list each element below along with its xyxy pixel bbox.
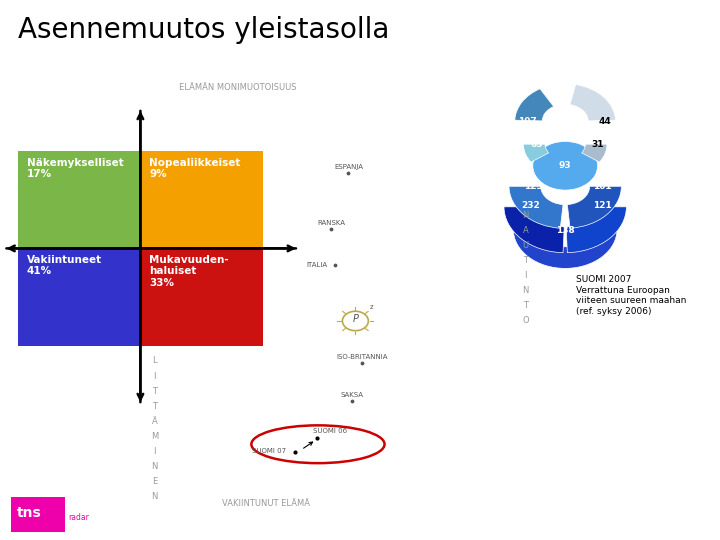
Text: ELÄMÄN MONIMUOTOISUUS: ELÄMÄN MONIMUOTOISUUS (179, 83, 297, 92)
Text: A: A (523, 226, 528, 235)
Text: P: P (353, 314, 359, 324)
Text: E: E (152, 477, 158, 487)
Text: 44: 44 (598, 117, 611, 126)
Text: Mukavuuden-
haluiset
33%: Mukavuuden- haluiset 33% (149, 255, 229, 288)
Text: T: T (153, 387, 157, 396)
Text: O: O (522, 316, 529, 326)
Text: 107: 107 (518, 117, 537, 126)
Text: tns: tns (17, 505, 41, 519)
Text: 138: 138 (556, 226, 575, 234)
Wedge shape (533, 141, 598, 190)
Bar (18, 151, 140, 248)
Text: 232: 232 (521, 201, 540, 210)
Text: 31: 31 (591, 140, 604, 149)
Bar (140, 151, 263, 248)
Wedge shape (504, 207, 564, 253)
Text: T: T (153, 402, 157, 411)
Text: 63: 63 (530, 140, 543, 149)
Text: Asennemuutos yleistasolla: Asennemuutos yleistasolla (18, 16, 390, 44)
Text: Ä: Ä (152, 417, 158, 426)
Wedge shape (582, 144, 607, 162)
Text: 93: 93 (559, 161, 572, 170)
Text: I: I (153, 372, 156, 381)
Wedge shape (509, 186, 563, 228)
Text: SUOMI 07: SUOMI 07 (252, 448, 286, 454)
Text: radar: radar (68, 514, 89, 522)
Text: I: I (524, 271, 527, 280)
Text: RANSKA: RANSKA (318, 220, 345, 226)
Text: ISO-BRITANNIA: ISO-BRITANNIA (336, 354, 388, 360)
Wedge shape (523, 144, 549, 162)
Text: Näkemykselliset
17%: Näkemykselliset 17% (27, 158, 123, 179)
Text: Nopealiikkeiset
9%: Nopealiikkeiset 9% (149, 158, 240, 179)
Text: SAKSA: SAKSA (341, 392, 364, 398)
Text: VAKIINTUNUT ELÄMÄ: VAKIINTUNUT ELÄMÄ (222, 498, 310, 508)
Text: z: z (370, 304, 374, 310)
Text: I: I (153, 447, 156, 456)
Text: N: N (152, 462, 158, 471)
Wedge shape (570, 85, 616, 121)
Text: SUOMI 06: SUOMI 06 (313, 428, 347, 434)
Wedge shape (567, 186, 621, 228)
Text: T: T (523, 301, 528, 310)
Text: N: N (523, 211, 528, 220)
Text: ITALIA: ITALIA (307, 262, 328, 268)
Text: 121: 121 (593, 201, 612, 210)
Wedge shape (566, 207, 626, 253)
Text: N: N (523, 286, 528, 295)
Text: 123: 123 (524, 182, 543, 191)
Text: 101: 101 (593, 182, 612, 191)
Text: SUOMI 2007
Verrattuna Euroopan
viiteen suureen maahan
(ref. syksy 2006): SUOMI 2007 Verrattuna Euroopan viiteen s… (576, 275, 686, 315)
Text: T: T (523, 256, 528, 265)
Text: M: M (151, 432, 158, 441)
Text: Vakiintuneet
41%: Vakiintuneet 41% (27, 255, 102, 276)
Bar (140, 248, 263, 346)
Text: L: L (153, 356, 157, 366)
Text: ESPANJA: ESPANJA (334, 164, 363, 171)
Text: U: U (523, 241, 528, 250)
Bar (18, 248, 140, 346)
Bar (11, 497, 65, 532)
Text: N: N (152, 492, 158, 502)
Wedge shape (513, 230, 617, 268)
Wedge shape (515, 89, 554, 121)
